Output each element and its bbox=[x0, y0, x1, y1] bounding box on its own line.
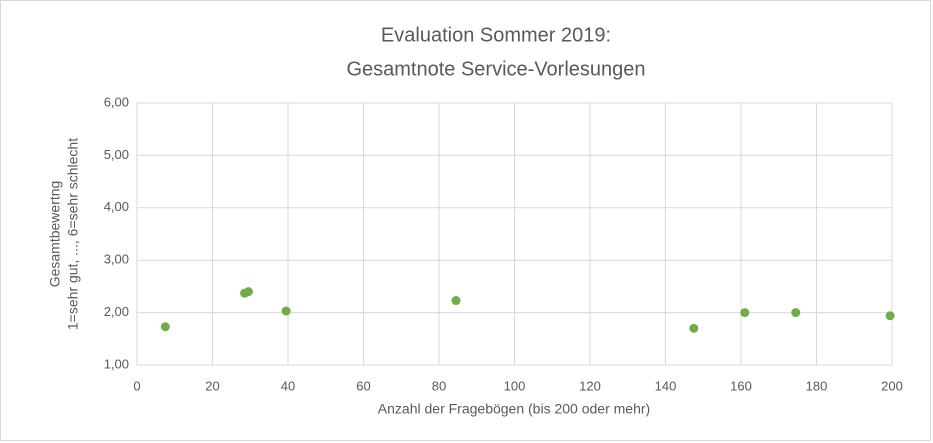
x-tick-label: 40 bbox=[281, 378, 295, 393]
chart-title: Gesamtnote Service-Vorlesungen bbox=[346, 58, 645, 80]
x-tick-label: 200 bbox=[881, 378, 903, 393]
point bbox=[885, 311, 895, 321]
x-tick-label: 60 bbox=[356, 378, 370, 393]
y-tick-label: 2,00 bbox=[104, 304, 129, 319]
y-axis-label: Gesamtbewertng bbox=[47, 181, 63, 288]
x-axis-label: Anzahl der Fragebögen (bis 200 oder mehr… bbox=[378, 401, 650, 417]
y-tick-label: 5,00 bbox=[104, 147, 129, 162]
y-tick-label: 3,00 bbox=[104, 252, 129, 267]
point bbox=[281, 306, 291, 316]
point bbox=[451, 296, 461, 306]
point bbox=[791, 308, 801, 318]
y-tick-label: 6,00 bbox=[104, 94, 129, 109]
chart-title: Evaluation Sommer 2019: bbox=[381, 24, 611, 46]
point bbox=[160, 322, 170, 332]
y-tick-label: 4,00 bbox=[104, 199, 129, 214]
point bbox=[243, 287, 253, 297]
x-tick-label: 140 bbox=[655, 378, 677, 393]
x-tick-label: 180 bbox=[806, 378, 828, 393]
x-tick-label: 100 bbox=[504, 378, 526, 393]
y-axis-label: 1=sehr gut, ..., 6=sehr schlecht bbox=[65, 138, 81, 330]
y-tick-label: 1,00 bbox=[104, 356, 129, 371]
x-tick-label: 0 bbox=[133, 378, 140, 393]
x-tick-label: 120 bbox=[579, 378, 601, 393]
x-tick-label: 20 bbox=[205, 378, 219, 393]
x-tick-label: 160 bbox=[730, 378, 752, 393]
x-tick-label: 80 bbox=[432, 378, 446, 393]
point bbox=[689, 323, 699, 333]
point bbox=[740, 308, 750, 318]
